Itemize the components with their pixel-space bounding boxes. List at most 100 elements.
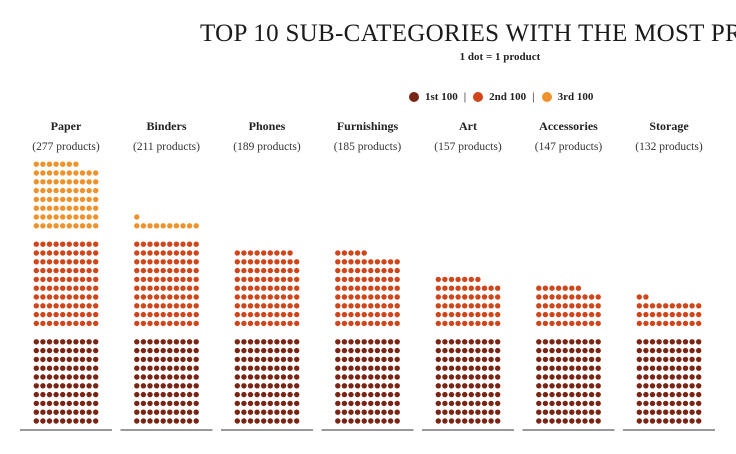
product-dot bbox=[261, 400, 267, 407]
product-dot bbox=[274, 383, 280, 389]
product-dot bbox=[287, 311, 293, 318]
product-dot bbox=[147, 365, 153, 371]
product-dot bbox=[287, 250, 293, 256]
product-dot bbox=[73, 161, 79, 167]
product-dot bbox=[167, 267, 173, 274]
product-dot bbox=[374, 347, 381, 354]
product-dot bbox=[134, 391, 140, 398]
product-dot bbox=[254, 409, 260, 415]
product-dot bbox=[381, 303, 387, 309]
product-dot bbox=[542, 294, 549, 300]
product-dot bbox=[294, 365, 300, 371]
product-dot bbox=[448, 339, 455, 345]
product-dot bbox=[153, 303, 160, 309]
product-dot bbox=[368, 409, 374, 415]
product-dot bbox=[46, 400, 53, 407]
product-dot bbox=[682, 365, 689, 371]
product-dot bbox=[536, 409, 542, 415]
product-dot bbox=[374, 418, 381, 424]
product-dot bbox=[575, 409, 582, 415]
product-dot bbox=[186, 311, 193, 318]
product-dot bbox=[254, 374, 260, 380]
product-dot bbox=[280, 303, 287, 309]
category-count-label: (277 products) bbox=[32, 141, 100, 153]
product-dot bbox=[274, 311, 280, 318]
product-dot bbox=[435, 383, 441, 389]
product-dot bbox=[354, 285, 361, 291]
product-dot bbox=[267, 374, 273, 380]
product-dot bbox=[287, 294, 293, 300]
legend-label-1st: 1st 100 bbox=[425, 91, 458, 103]
product-dot bbox=[33, 294, 39, 300]
product-dot bbox=[247, 267, 254, 274]
product-dot bbox=[442, 294, 448, 300]
product-dot bbox=[254, 356, 260, 363]
product-dot bbox=[468, 418, 474, 424]
product-dot bbox=[53, 303, 59, 309]
product-dot bbox=[549, 374, 555, 380]
product-dot bbox=[160, 356, 166, 363]
product-dot bbox=[134, 347, 140, 354]
product-dot bbox=[341, 409, 348, 415]
product-dot bbox=[160, 311, 166, 318]
product-dot bbox=[53, 383, 59, 389]
product-dot bbox=[46, 187, 53, 194]
product-dot bbox=[387, 311, 394, 318]
product-dot bbox=[676, 311, 682, 318]
product-dot bbox=[147, 347, 153, 354]
product-dot bbox=[79, 276, 86, 283]
chart-subtitle: 1 dot = 1 product bbox=[459, 51, 541, 63]
product-dot bbox=[636, 383, 642, 389]
product-dot bbox=[267, 320, 273, 327]
product-dot bbox=[40, 267, 46, 274]
product-dot bbox=[134, 418, 140, 424]
product-dot bbox=[274, 365, 280, 371]
product-dot bbox=[656, 383, 662, 389]
product-dot bbox=[555, 347, 562, 354]
product-dot bbox=[254, 400, 260, 407]
product-dot bbox=[193, 259, 199, 265]
product-dot bbox=[341, 285, 348, 291]
product-dot bbox=[696, 339, 702, 345]
product-dot bbox=[495, 391, 501, 398]
product-dot bbox=[180, 365, 186, 371]
product-dot bbox=[66, 374, 73, 380]
product-dot bbox=[448, 311, 455, 318]
product-dot bbox=[40, 196, 46, 203]
product-dot bbox=[153, 391, 160, 398]
product-dot bbox=[234, 339, 240, 345]
product-dot bbox=[261, 418, 267, 424]
product-dot bbox=[549, 311, 555, 318]
product-dot bbox=[66, 339, 73, 345]
product-dot bbox=[468, 276, 474, 283]
product-dot bbox=[140, 409, 147, 415]
product-dot bbox=[46, 214, 53, 220]
product-dot bbox=[387, 267, 394, 274]
product-dot bbox=[79, 170, 86, 176]
product-dot bbox=[93, 241, 99, 247]
product-dot bbox=[167, 311, 173, 318]
product-dot bbox=[79, 383, 86, 389]
product-dot bbox=[160, 294, 166, 300]
product-dot bbox=[696, 347, 702, 354]
product-dot bbox=[341, 267, 348, 274]
product-dot bbox=[60, 294, 66, 300]
product-dot bbox=[46, 356, 53, 363]
product-dot bbox=[669, 365, 675, 371]
product-dot bbox=[261, 259, 267, 265]
product-dot bbox=[234, 294, 240, 300]
product-dot bbox=[134, 400, 140, 407]
product-dot bbox=[33, 391, 39, 398]
product-dot bbox=[374, 391, 381, 398]
product-dot bbox=[66, 179, 73, 185]
product-dot bbox=[549, 400, 555, 407]
product-dot bbox=[676, 320, 682, 327]
product-dot bbox=[575, 365, 582, 371]
product-dot bbox=[267, 356, 273, 363]
product-dot bbox=[481, 365, 488, 371]
product-dot bbox=[381, 365, 387, 371]
product-dot bbox=[643, 365, 649, 371]
product-dot bbox=[254, 294, 260, 300]
product-dot bbox=[60, 383, 66, 389]
legend-label-3rd: 3rd 100 bbox=[557, 91, 594, 103]
